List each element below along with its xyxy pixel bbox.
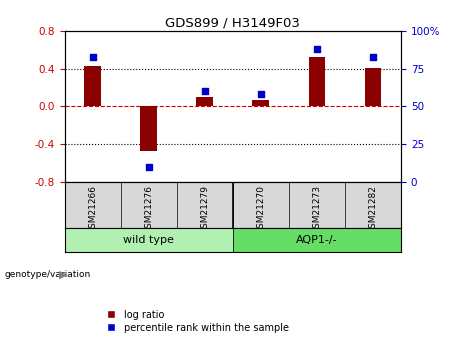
- Point: [201, 89, 208, 94]
- Point: [145, 164, 152, 169]
- Bar: [365, 68, 381, 106]
- Bar: [253, 100, 269, 106]
- Point: [313, 46, 321, 52]
- Text: ▶: ▶: [59, 269, 67, 279]
- Text: GSM21266: GSM21266: [88, 185, 97, 234]
- Point: [89, 54, 96, 59]
- Text: GSM21282: GSM21282: [368, 185, 378, 234]
- Bar: [196, 97, 213, 106]
- Text: GSM21270: GSM21270: [256, 185, 266, 234]
- Legend: log ratio, percentile rank within the sample: log ratio, percentile rank within the sa…: [97, 306, 293, 337]
- Text: GSM21276: GSM21276: [144, 185, 153, 234]
- Text: GSM21273: GSM21273: [313, 185, 321, 234]
- Bar: [65, 228, 233, 252]
- Bar: [140, 106, 157, 151]
- Text: AQP1-/-: AQP1-/-: [296, 235, 338, 245]
- Bar: [308, 57, 325, 106]
- Text: wild type: wild type: [123, 235, 174, 245]
- Bar: [84, 66, 101, 106]
- Bar: [233, 228, 401, 252]
- Point: [369, 54, 377, 59]
- Text: genotype/variation: genotype/variation: [5, 270, 91, 279]
- Point: [257, 91, 265, 97]
- Text: GSM21279: GSM21279: [200, 185, 209, 234]
- Title: GDS899 / H3149F03: GDS899 / H3149F03: [165, 17, 300, 30]
